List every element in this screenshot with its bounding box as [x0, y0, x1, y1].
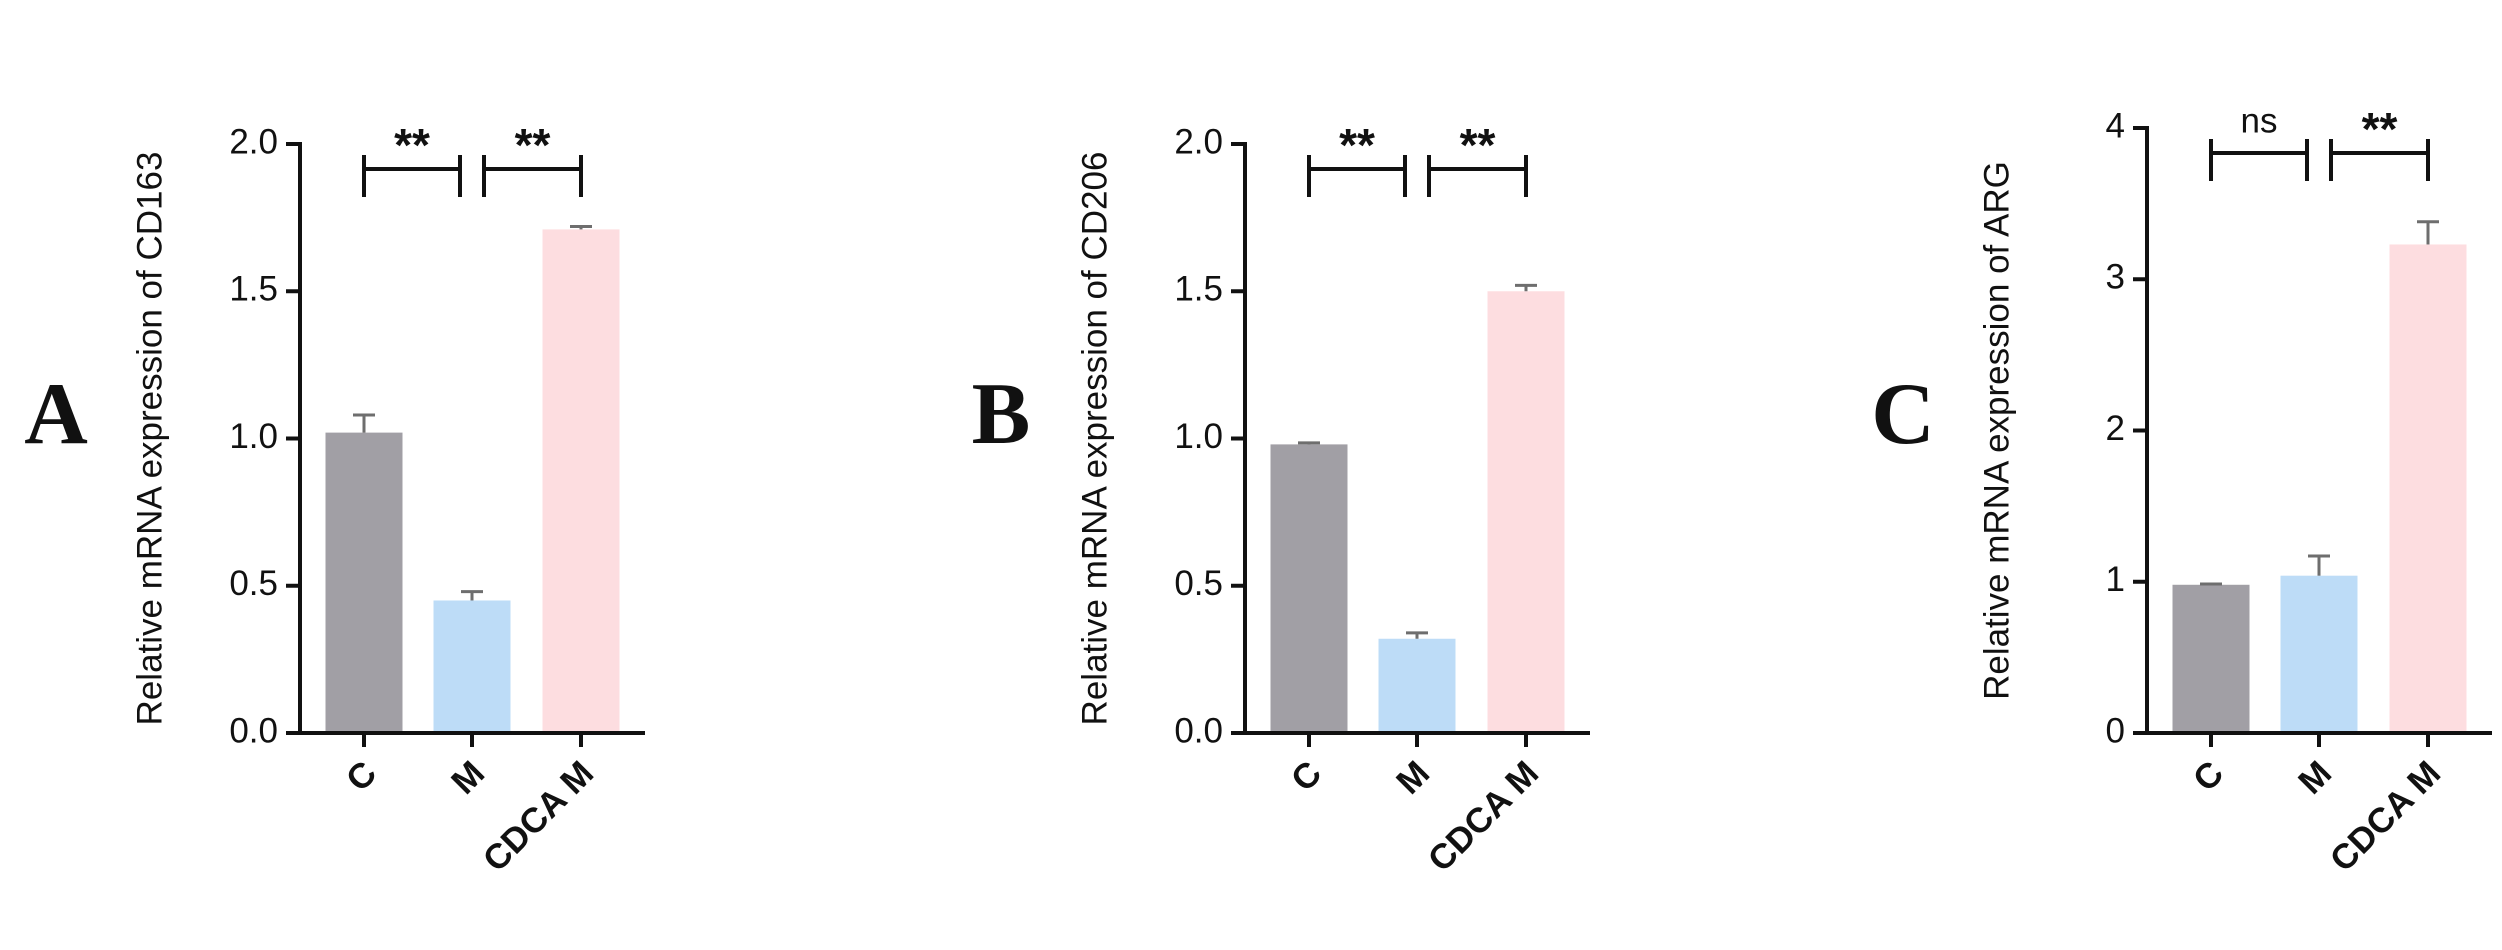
bar — [1487, 291, 1565, 733]
y-tick-label: 2.0 — [1174, 122, 1223, 161]
y-tick-label: 0.5 — [1174, 564, 1223, 603]
panel-label: A — [24, 366, 88, 463]
x-tick-label: C — [2186, 754, 2231, 799]
x-tick-label: M — [2291, 754, 2339, 802]
x-tick-label: CDCA M — [476, 754, 602, 880]
bar — [325, 432, 403, 733]
x-tick-label: CDCA M — [2323, 754, 2449, 880]
significance-bracket — [362, 155, 462, 197]
y-tick-label: 0 — [2106, 711, 2125, 750]
panel-label: C — [1871, 366, 1935, 463]
x-tick-label: M — [444, 754, 492, 802]
bar — [2280, 575, 2358, 733]
x-tick-label: C — [339, 754, 384, 799]
significance-bracket — [1307, 155, 1407, 197]
panel-label: B — [972, 366, 1031, 463]
y-tick-label: 1.0 — [229, 417, 278, 456]
significance-bracket — [482, 155, 583, 197]
y-axis-label: Relative mRNA expression of CD163 — [130, 152, 169, 726]
bar — [2389, 244, 2467, 733]
bar — [1378, 638, 1456, 733]
bar — [433, 600, 511, 733]
significance-label: ns — [2241, 101, 2278, 140]
y-tick-label: 0.5 — [229, 564, 278, 603]
y-tick-label: 2 — [2106, 409, 2125, 448]
y-axis-label: Relative mRNA expression of CD206 — [1075, 152, 1114, 726]
y-tick-label: 0.0 — [1174, 711, 1223, 750]
bar — [542, 229, 620, 733]
significance-bracket — [2209, 139, 2309, 181]
bar — [1270, 444, 1348, 733]
y-tick-label: 1.5 — [229, 270, 278, 309]
y-axis-label: Relative mRNA expression of ARG — [1977, 161, 2016, 700]
significance-bracket — [2329, 139, 2430, 181]
significance-label: ** — [2362, 103, 2398, 155]
y-tick-label: 1.0 — [1174, 417, 1223, 456]
x-tick-label: M — [1389, 754, 1437, 802]
significance-bracket — [1427, 155, 1528, 197]
significance-label: ** — [1460, 119, 1496, 171]
y-tick-label: 0.0 — [229, 711, 278, 750]
y-tick-label: 2.0 — [229, 122, 278, 161]
y-tick-label: 1 — [2106, 560, 2125, 599]
y-tick-label: 1.5 — [1174, 270, 1223, 309]
significance-label: ** — [1339, 119, 1375, 171]
significance-label: ** — [515, 119, 551, 171]
bar — [2172, 584, 2250, 733]
x-tick-label: CDCA M — [1421, 754, 1547, 880]
y-tick-label: 3 — [2106, 258, 2125, 297]
significance-label: ** — [394, 119, 430, 171]
y-tick-label: 4 — [2106, 106, 2125, 145]
x-tick-label: C — [1284, 754, 1329, 799]
